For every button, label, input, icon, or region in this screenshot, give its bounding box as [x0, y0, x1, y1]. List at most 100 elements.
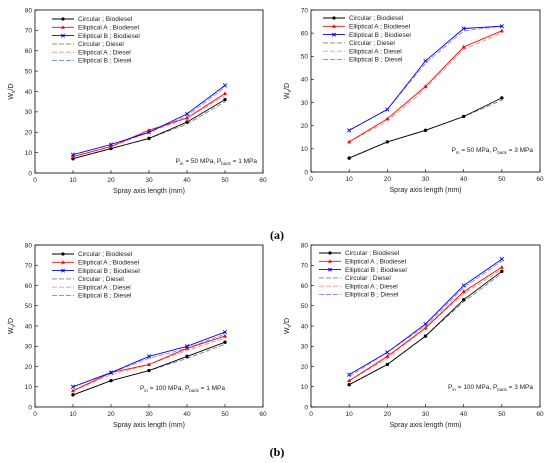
legend-label: Circular ; Biodiesel — [78, 251, 133, 258]
data-point — [499, 257, 504, 262]
data-point — [70, 384, 76, 389]
y-axis-label: Wv/D — [8, 83, 17, 99]
condition-annotation: Pin = 50 MPa, Pback = 1 MPa — [176, 158, 258, 166]
x-axis-label: Spray axis length (mm) — [113, 422, 185, 429]
y-tick-label: 60 — [25, 283, 33, 290]
chart-2: 0 10 20 30 40 50 60 0 10 20 30 40 50 60 70 Spray axis l… — [284, 7, 544, 194]
data-point — [461, 114, 466, 119]
data-point — [71, 393, 75, 397]
data-point — [461, 297, 466, 302]
annotation-part: = 1 MPa — [231, 158, 258, 165]
y-tick-label: 20 — [25, 364, 33, 371]
data-point — [385, 350, 390, 355]
data-point — [499, 265, 504, 269]
annotation-part: P — [448, 384, 452, 391]
panel-label-b: (b) — [270, 445, 285, 459]
data-point — [222, 83, 228, 88]
data-point — [223, 91, 227, 96]
data-point — [347, 128, 352, 133]
legend-marker — [61, 252, 65, 256]
y-tick-label: 40 — [25, 89, 33, 96]
annotation-part: = 100 MPa, P — [456, 384, 497, 391]
data-point — [423, 321, 428, 327]
y-tick-label: 70 — [301, 263, 309, 270]
legend-marker — [331, 32, 337, 37]
y-tick-label: 50 — [301, 303, 309, 310]
y-tick-label: 0 — [304, 404, 308, 411]
legend-label: Elliptical A ; Biodiesel — [349, 24, 411, 31]
x-tick-label: 50 — [498, 176, 506, 183]
x-tick-label: 40 — [183, 177, 191, 184]
y-tick-label: 0 — [28, 170, 32, 177]
legend-label: Elliptical B ; Diesel — [78, 58, 132, 65]
y-label-main: W — [8, 93, 15, 100]
series-line-5 — [348, 32, 502, 143]
panel-label-a: (a) — [270, 228, 284, 242]
y-label-suffix: /D — [8, 83, 15, 90]
y-label-suffix: /D — [8, 318, 15, 325]
annotation-part: back — [189, 388, 199, 393]
legend-marker — [327, 267, 333, 272]
x-tick-label: 10 — [346, 176, 354, 183]
x-axis-label: Spray axis length (mm) — [390, 422, 462, 429]
legend-label: Elliptical B ; Diesel — [345, 292, 399, 299]
data-point — [347, 372, 352, 377]
condition-annotation: Pin = 100 MPa, Pback = 3 MPa — [448, 384, 533, 392]
data-point — [185, 346, 189, 350]
annotation-part: = 3 MPa — [507, 147, 534, 154]
y-tick-label: 60 — [301, 30, 309, 37]
y-tick-label: 70 — [25, 28, 33, 35]
legend-label: Circular ; Biodiesel — [349, 15, 404, 22]
data-point — [385, 354, 390, 358]
y-tick-label: 80 — [25, 242, 33, 249]
y-tick-label: 0 — [304, 169, 308, 176]
data-point — [499, 24, 504, 29]
legend-marker — [60, 33, 66, 38]
y-tick-label: 40 — [301, 323, 309, 330]
legend-label: Elliptical A ; Biodiesel — [78, 260, 140, 267]
y-tick-label: 70 — [301, 7, 309, 14]
annotation-part: = 1 MPa — [199, 385, 226, 392]
data-point — [347, 139, 352, 144]
y-label-suffix: /D — [284, 83, 291, 90]
data-point — [385, 116, 390, 121]
chart-3: 0 10 20 30 40 50 60 0 10 20 30 40 50 60 70 80 Spray axis… — [8, 242, 267, 429]
annotation-part: in — [144, 388, 148, 393]
chart-4: 0 10 20 30 40 50 60 0 10 20 30 40 50 60 70 80 Spray axis… — [284, 242, 544, 429]
y-label-main: W — [284, 92, 291, 99]
y-tick-label: 40 — [25, 323, 33, 330]
data-point — [500, 269, 504, 274]
x-tick-label: 0 — [33, 177, 37, 184]
data-point — [423, 325, 428, 330]
legend-label: Elliptical A ; Diesel — [345, 283, 398, 290]
x-tick-label: 60 — [259, 177, 267, 184]
data-point — [185, 115, 189, 120]
y-label-subscript: v — [287, 89, 293, 92]
data-point — [461, 283, 466, 288]
y-label-main: W — [284, 327, 291, 334]
annotation-part: = 3 MPa — [507, 384, 534, 391]
annotation-part: in — [452, 387, 456, 392]
data-point — [461, 289, 466, 294]
y-tick-label: 40 — [301, 77, 309, 84]
legend-label: Circular ; Diesel — [78, 41, 124, 48]
data-point — [423, 334, 428, 338]
annotation-part: P — [140, 385, 144, 392]
legend-label: Elliptical B ; Biodiesel — [345, 267, 407, 274]
legend-label: Circular ; Biodiesel — [78, 16, 133, 23]
y-axis-label: Wv/D — [284, 318, 293, 334]
y-tick-label: 60 — [301, 283, 309, 290]
data-point — [423, 58, 428, 64]
series-line-6 — [72, 333, 226, 388]
y-tick-label: 0 — [28, 404, 32, 411]
annotation-part: = 100 MPa, P — [148, 385, 189, 392]
data-point — [222, 329, 228, 335]
legend-label: Circular ; Diesel — [78, 276, 124, 283]
x-tick-label: 0 — [33, 411, 37, 418]
annotation-part: in — [456, 150, 460, 155]
data-point — [223, 340, 227, 344]
data-point — [71, 388, 75, 393]
chart-1: 0 10 20 30 40 50 60 0 10 20 30 40 50 60 70 80 Spray axis… — [8, 7, 267, 195]
legend-marker — [328, 251, 332, 255]
data-point — [385, 140, 390, 144]
